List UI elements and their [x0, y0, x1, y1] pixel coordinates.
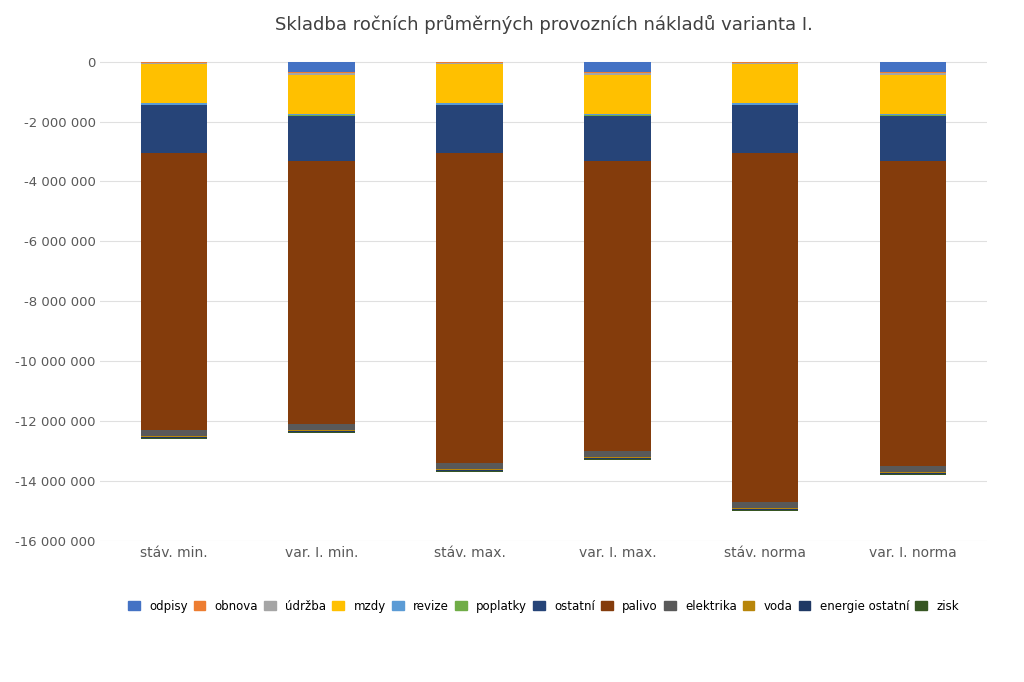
Bar — [289, 431, 355, 432]
Bar — [880, 116, 946, 160]
Bar — [289, 116, 355, 160]
Bar — [732, 63, 799, 64]
Bar — [584, 116, 650, 160]
Bar — [140, 105, 207, 153]
Bar — [732, 105, 799, 153]
Bar — [140, 430, 207, 436]
Bar — [584, 72, 650, 73]
Bar — [584, 74, 650, 113]
Bar — [584, 457, 650, 458]
Bar — [140, 153, 207, 430]
Bar — [436, 469, 503, 470]
Bar — [584, 160, 650, 451]
Bar — [880, 74, 946, 113]
Bar — [732, 64, 799, 103]
Bar — [289, 72, 355, 73]
Bar — [289, 61, 355, 72]
Bar — [880, 472, 946, 473]
Bar — [880, 72, 946, 73]
Bar — [436, 463, 503, 469]
Bar — [436, 105, 503, 153]
Bar — [732, 153, 799, 502]
Bar — [289, 424, 355, 430]
Bar — [880, 160, 946, 466]
Bar — [140, 63, 207, 64]
Title: Skladba ročních průměrných provozních nákladů varianta I.: Skladba ročních průměrných provozních ná… — [274, 15, 812, 34]
Bar — [880, 61, 946, 72]
Bar — [880, 113, 946, 115]
Bar — [732, 61, 799, 63]
Bar — [584, 73, 650, 74]
Bar — [880, 73, 946, 74]
Legend: odpisy, obnova, údržba, mzdy, revize, poplatky, ostatní, palivo, elektrika, voda: odpisy, obnova, údržba, mzdy, revize, po… — [124, 596, 963, 616]
Bar — [584, 113, 650, 115]
Bar — [436, 153, 503, 463]
Bar — [436, 64, 503, 103]
Bar — [289, 73, 355, 74]
Bar — [584, 458, 650, 459]
Bar — [584, 61, 650, 72]
Bar — [289, 113, 355, 115]
Bar — [732, 509, 799, 510]
Bar — [436, 61, 503, 63]
Bar — [289, 74, 355, 113]
Bar — [289, 430, 355, 431]
Bar — [732, 508, 799, 509]
Bar — [140, 61, 207, 63]
Bar — [140, 103, 207, 104]
Bar — [436, 63, 503, 64]
Bar — [140, 437, 207, 439]
Bar — [732, 502, 799, 508]
Bar — [436, 470, 503, 471]
Bar — [732, 103, 799, 104]
Bar — [289, 160, 355, 424]
Bar — [140, 64, 207, 103]
Bar — [436, 103, 503, 104]
Bar — [880, 473, 946, 474]
Bar — [584, 451, 650, 457]
Bar — [880, 466, 946, 472]
Bar — [140, 436, 207, 437]
